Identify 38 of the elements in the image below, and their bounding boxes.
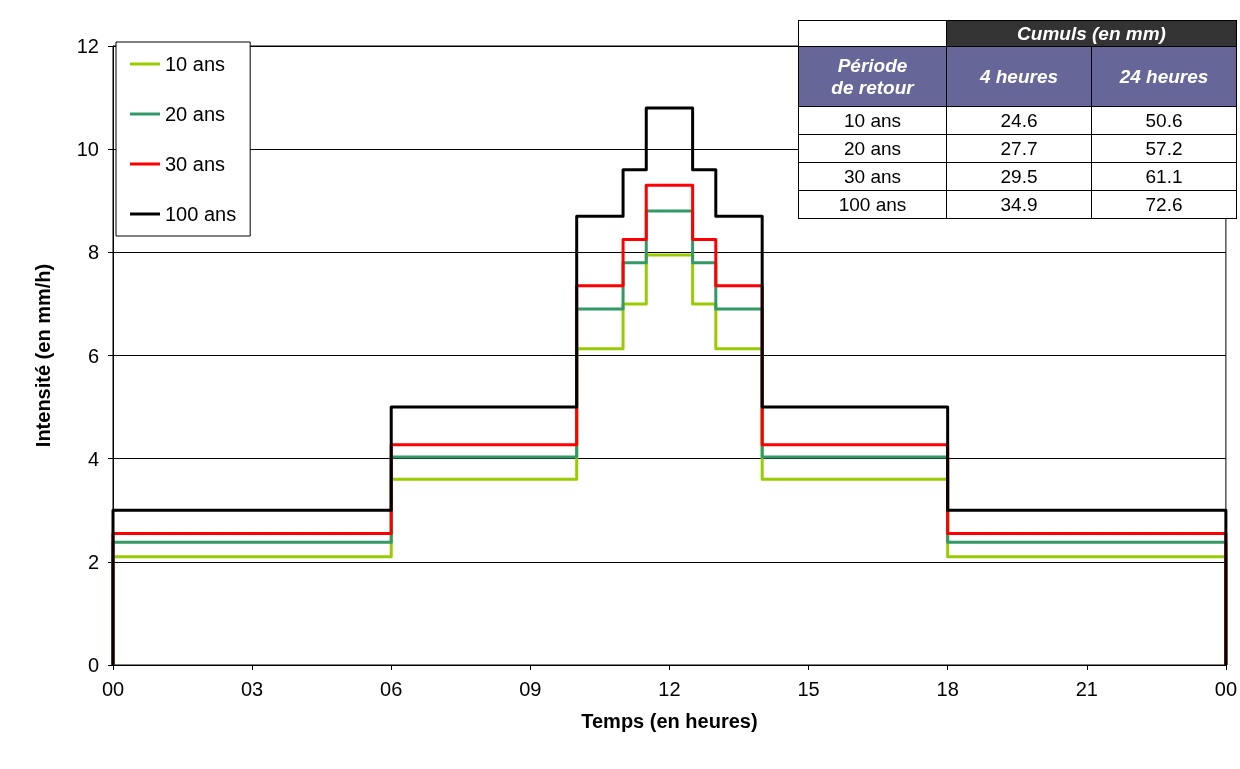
x-tick-label: 00 (1214, 678, 1237, 700)
y-tick-label: 8 (87, 241, 99, 264)
x-axis-title: Temps (en heures) (581, 710, 758, 732)
annotation: 24.6 (946, 106, 1092, 135)
x-tick-label: 18 (936, 678, 959, 700)
annotation: 50.6 (1091, 106, 1237, 135)
text: Cumuls (en mm) (1017, 22, 1166, 44)
annotation: Période de retour (798, 46, 947, 107)
annotation: 100 ans (798, 190, 947, 219)
annotation: 30 ans (798, 162, 947, 191)
annotation: 24 heures (1091, 46, 1237, 107)
y-tick-label: 12 (76, 35, 99, 57)
y-tick-label: 0 (87, 654, 99, 676)
annotation: 20 ans (798, 134, 947, 163)
y-axis-title: Intensité (en mm/h) (32, 263, 54, 448)
annotation: 72.6 (1091, 190, 1237, 219)
x-tick-label: 03 (240, 678, 264, 700)
x-tick-label: 00 (101, 678, 125, 700)
y-tick-label: 10 (76, 138, 99, 161)
annotation: 61.1 (1091, 162, 1237, 191)
annotation: 27.7 (946, 134, 1092, 163)
y-tick-label: 6 (87, 344, 99, 367)
legend-label: 100 ans (165, 203, 237, 225)
x-tick-label: 09 (519, 678, 542, 700)
legend-label: 30 ans (165, 153, 226, 175)
annotation: 57.2 (1091, 134, 1237, 163)
annotation: 29.5 (946, 162, 1092, 191)
x-tick-label: 06 (380, 678, 403, 700)
x-tick-label: 12 (658, 678, 681, 700)
y-tick-label: 2 (87, 550, 99, 573)
legend-label: 10 ans (165, 53, 226, 75)
y-tick-label: 4 (87, 447, 99, 470)
annotation: 34.9 (946, 190, 1092, 219)
annotation: 10 ans (798, 106, 947, 135)
x-tick-label: 21 (1075, 678, 1098, 700)
annotation: 4 heures (946, 46, 1092, 107)
legend-label: 20 ans (165, 103, 226, 125)
x-tick-label: 15 (797, 678, 820, 700)
